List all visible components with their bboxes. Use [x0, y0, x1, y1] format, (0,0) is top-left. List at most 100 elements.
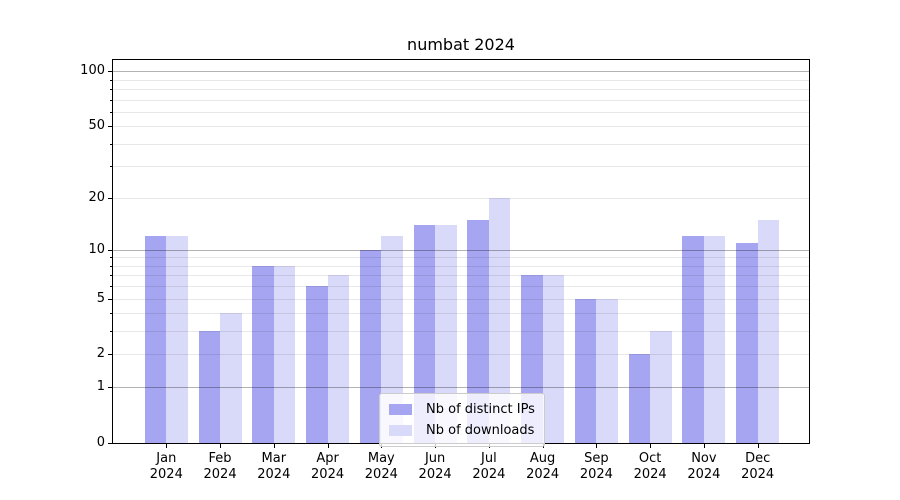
x-tick: [596, 444, 598, 448]
x-tick-month: Jul: [481, 451, 497, 466]
x-tick-label: Nov 2024: [664, 451, 744, 483]
x-tick-year: 2024: [579, 467, 613, 482]
legend-swatch: [389, 404, 412, 415]
bar: [327, 275, 350, 443]
y-minor-tick: [110, 126, 112, 128]
x-tick: [703, 444, 705, 448]
y-tick: [108, 443, 112, 444]
bar: [273, 265, 296, 443]
y-minor-tick: [110, 298, 112, 300]
x-tick-label: May 2024: [341, 451, 421, 483]
x-tick-year: 2024: [257, 467, 291, 482]
x-tick-label: Oct 2024: [610, 451, 690, 483]
chart-title: numbat 2024: [407, 35, 515, 54]
x-tick-month: Nov: [691, 451, 717, 466]
bar: [198, 331, 221, 443]
x-tick-month: Jun: [424, 451, 446, 466]
plot-area: [112, 59, 810, 444]
x-tick-month: Apr: [316, 451, 339, 466]
gridline-minor: [113, 331, 809, 333]
x-tick-month: Mar: [261, 451, 287, 466]
gridline-major: [113, 249, 809, 251]
gridline-minor: [113, 197, 809, 199]
x-tick-month: May: [367, 451, 395, 466]
gridline-minor: [113, 313, 809, 315]
gridline-minor: [113, 298, 809, 300]
bar: [703, 236, 726, 443]
x-tick-month: Oct: [638, 451, 662, 466]
bar: [488, 197, 511, 443]
gridline-minor: [113, 275, 809, 277]
x-tick-month: Jan: [156, 451, 177, 466]
x-tick: [220, 444, 222, 448]
x-tick-label: Jul 2024: [449, 451, 529, 483]
bar: [435, 224, 457, 443]
y-minor-tick: [110, 265, 112, 267]
x-tick-label: Mar 2024: [234, 451, 314, 483]
x-tick-month: Aug: [529, 451, 556, 466]
bar: [381, 236, 403, 443]
x-tick-year: 2024: [472, 467, 506, 482]
x-tick-year: 2024: [364, 467, 398, 482]
bar: [252, 265, 274, 443]
gridline-minor: [113, 88, 809, 90]
x-tick-month: Feb: [208, 451, 232, 466]
x-tick-label: Jan 2024: [126, 451, 206, 483]
y-tick: [108, 387, 112, 389]
y-tick-label: 50: [88, 118, 105, 134]
y-minor-tick: [110, 88, 112, 90]
y-minor-tick: [110, 275, 112, 277]
y-tick-label: 5: [96, 290, 105, 306]
x-tick: [757, 444, 759, 448]
x-tick-year: 2024: [203, 467, 237, 482]
gridline-minor: [113, 166, 809, 168]
x-tick: [650, 444, 652, 448]
x-tick-year: 2024: [687, 467, 721, 482]
legend: Nb of distinct IPs Nb of downloads: [379, 393, 545, 447]
bar: [682, 236, 704, 443]
y-tick: [108, 71, 112, 73]
y-minor-tick: [110, 99, 112, 101]
gridline-minor: [113, 143, 809, 145]
x-tick-month: Sep: [584, 451, 609, 466]
y-minor-tick: [110, 313, 112, 315]
gridline-major: [113, 71, 809, 73]
bar: [306, 286, 328, 443]
x-tick-label: Aug 2024: [503, 451, 583, 483]
y-tick: [108, 249, 112, 251]
legend-label: Nb of distinct IPs: [426, 402, 535, 417]
bar: [628, 354, 651, 443]
gridline-major: [113, 387, 809, 389]
legend-label: Nb of downloads: [426, 423, 535, 438]
y-minor-tick: [110, 354, 112, 356]
grid-layer: [113, 60, 809, 443]
gridline-minor: [113, 257, 809, 259]
bar: [413, 224, 436, 443]
gridline-minor: [113, 79, 809, 81]
x-tick-label: Sep 2024: [556, 451, 636, 483]
y-minor-tick: [110, 166, 112, 168]
y-tick-label: 2: [96, 346, 105, 362]
bar: [542, 275, 565, 443]
bar: [574, 298, 597, 443]
x-tick: [327, 444, 329, 448]
legend-entry: Nb of distinct IPs: [389, 399, 535, 420]
y-minor-tick: [110, 111, 112, 113]
y-tick-label: 0: [96, 435, 105, 450]
bar: [467, 219, 489, 443]
gridline-minor: [113, 126, 809, 128]
y-minor-tick: [110, 331, 112, 333]
x-tick: [273, 444, 275, 448]
y-tick-label: 100: [80, 63, 105, 79]
bar: [736, 242, 758, 443]
gridline-minor: [113, 265, 809, 267]
x-tick-year: 2024: [633, 467, 667, 482]
bar: [757, 219, 780, 443]
y-minor-tick: [110, 257, 112, 259]
x-tick-month: Dec: [745, 451, 771, 466]
gridline-minor: [113, 111, 809, 113]
y-minor-tick: [110, 197, 112, 199]
x-tick-label: Feb 2024: [180, 451, 260, 483]
gridline-minor: [113, 99, 809, 101]
bar: [166, 236, 188, 443]
